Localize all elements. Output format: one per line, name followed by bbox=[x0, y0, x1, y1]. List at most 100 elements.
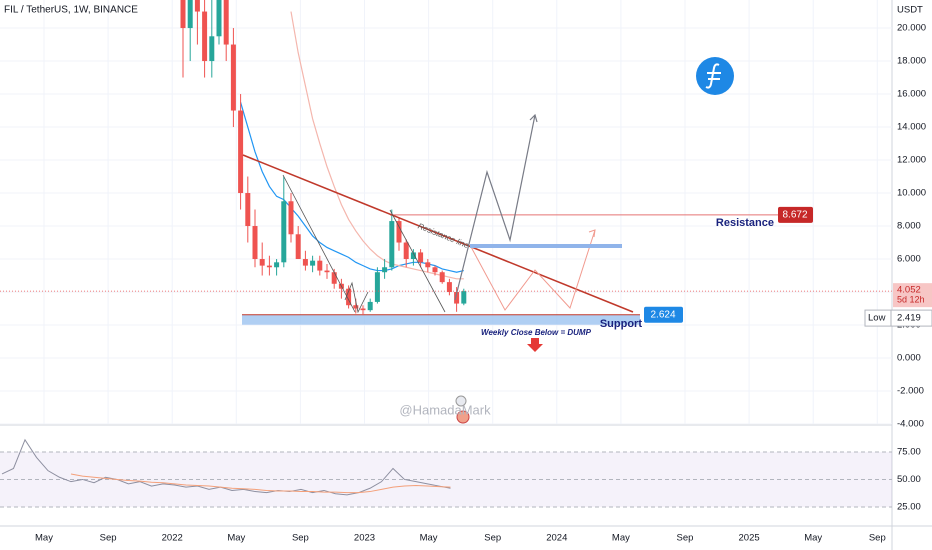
support-value-box bbox=[644, 306, 683, 323]
candle-body bbox=[425, 262, 431, 268]
rsi-pane bbox=[0, 438, 892, 508]
fil-logo bbox=[696, 57, 734, 95]
candle-body bbox=[382, 267, 388, 273]
candle-body bbox=[367, 301, 373, 311]
candle-body bbox=[274, 262, 280, 268]
y-tick-label: 18.000 bbox=[897, 56, 926, 67]
x-tick-label: Sep bbox=[869, 533, 886, 544]
rsi-tick-label: 75.00 bbox=[897, 446, 921, 457]
x-tick-label: May bbox=[35, 533, 53, 544]
icon bbox=[456, 410, 470, 424]
rsi-line bbox=[1, 438, 451, 496]
candle-body bbox=[302, 259, 308, 266]
countdown: 5d 12h bbox=[897, 295, 925, 305]
candle-body bbox=[180, 0, 186, 29]
y-tick-label: 16.000 bbox=[897, 89, 926, 100]
swing-line bbox=[389, 209, 446, 313]
candle-body bbox=[360, 308, 366, 311]
projection-path bbox=[454, 114, 536, 301]
y-tick-label: 6.000 bbox=[897, 254, 921, 265]
main-pane bbox=[0, 0, 892, 424]
arrow-head bbox=[529, 113, 538, 123]
candle-body bbox=[432, 267, 438, 273]
candle-body bbox=[238, 110, 244, 194]
last-price-box bbox=[893, 283, 932, 308]
candle-body bbox=[410, 252, 416, 260]
candle-body bbox=[461, 291, 467, 304]
candle-body bbox=[230, 44, 236, 111]
candle-body bbox=[259, 259, 265, 266]
trend-line bbox=[242, 154, 634, 313]
candle-body bbox=[288, 201, 294, 235]
y-tick-label: 20.000 bbox=[897, 23, 926, 34]
x-tick-label: May bbox=[420, 533, 438, 544]
x-tick-label: 2023 bbox=[354, 533, 375, 544]
y-tick-label: 8.000 bbox=[897, 221, 921, 232]
watermark: @HamadaMark bbox=[399, 402, 491, 417]
arrow-head bbox=[588, 229, 596, 238]
candle-body bbox=[454, 292, 460, 304]
low-value: 2.419 bbox=[897, 313, 921, 324]
rsi-ma-line bbox=[70, 473, 451, 494]
x-tick-label: Sep bbox=[677, 533, 694, 544]
projection-path bbox=[469, 229, 596, 311]
candle-body bbox=[446, 282, 452, 293]
x-tick-label: 2022 bbox=[162, 533, 183, 544]
candle-body bbox=[209, 36, 215, 62]
resistance-value-box bbox=[778, 206, 813, 223]
y-tick-label: 12.000 bbox=[897, 155, 926, 166]
low-box bbox=[864, 309, 932, 327]
candle-body bbox=[187, 0, 193, 29]
rsi-tick-label: 50.00 bbox=[897, 474, 921, 485]
y-tick-label: 10.000 bbox=[897, 188, 926, 199]
support-label: Support bbox=[600, 318, 642, 330]
axes: -4.000-2.0000.0002.0004.0006.0008.00010.… bbox=[35, 23, 932, 544]
candle-body bbox=[317, 260, 323, 271]
swing-line bbox=[282, 174, 356, 313]
resistance-label: Resistance bbox=[716, 217, 774, 229]
resistance-value: 8.672 bbox=[782, 210, 807, 221]
x-tick-label: 2024 bbox=[546, 533, 567, 544]
y-tick-label: 0.000 bbox=[897, 353, 921, 364]
candle-body bbox=[252, 226, 258, 260]
down-arrow bbox=[527, 338, 543, 352]
support-zone bbox=[242, 314, 640, 325]
y-tick-label: -4.000 bbox=[897, 419, 924, 430]
x-tick-label: Sep bbox=[100, 533, 117, 544]
candle-body bbox=[389, 221, 395, 268]
x-tick-label: May bbox=[227, 533, 245, 544]
x-tick-label: Sep bbox=[484, 533, 501, 544]
y-tick-label: 14.000 bbox=[897, 122, 926, 133]
candle-body bbox=[403, 242, 409, 260]
last-price: 4.052 bbox=[897, 285, 921, 296]
candle-body bbox=[216, 0, 222, 37]
swing-line bbox=[344, 281, 369, 314]
y-tick-label: -2.000 bbox=[897, 386, 924, 397]
candle-body bbox=[281, 201, 287, 263]
warning-label: Weekly Close Below = DUMP bbox=[481, 328, 592, 337]
support-value: 2.624 bbox=[650, 309, 675, 320]
candle-body bbox=[346, 288, 352, 306]
candle-body bbox=[223, 0, 229, 45]
rsi-tick-label: 25.00 bbox=[897, 501, 921, 512]
candle-body bbox=[353, 305, 359, 309]
candle-body bbox=[295, 234, 301, 260]
candle-body bbox=[374, 272, 380, 302]
candle-body bbox=[324, 270, 330, 273]
candle-body bbox=[331, 272, 337, 284]
candle-body bbox=[418, 252, 424, 263]
x-tick-label: May bbox=[804, 533, 822, 544]
icon bbox=[455, 395, 467, 407]
drawings: 8.672 2.624 bbox=[242, 57, 813, 424]
fil-logo-mark bbox=[705, 63, 721, 89]
candle-body bbox=[439, 272, 445, 283]
candle-body bbox=[310, 260, 316, 266]
x-tick-label: Sep bbox=[292, 533, 309, 544]
candle-body bbox=[266, 265, 272, 268]
candle-body bbox=[202, 11, 208, 62]
candle-body bbox=[194, 0, 200, 12]
candle-body bbox=[245, 193, 251, 227]
symbol-title: FIL / TetherUS, 1W, BINANCE bbox=[4, 5, 138, 16]
